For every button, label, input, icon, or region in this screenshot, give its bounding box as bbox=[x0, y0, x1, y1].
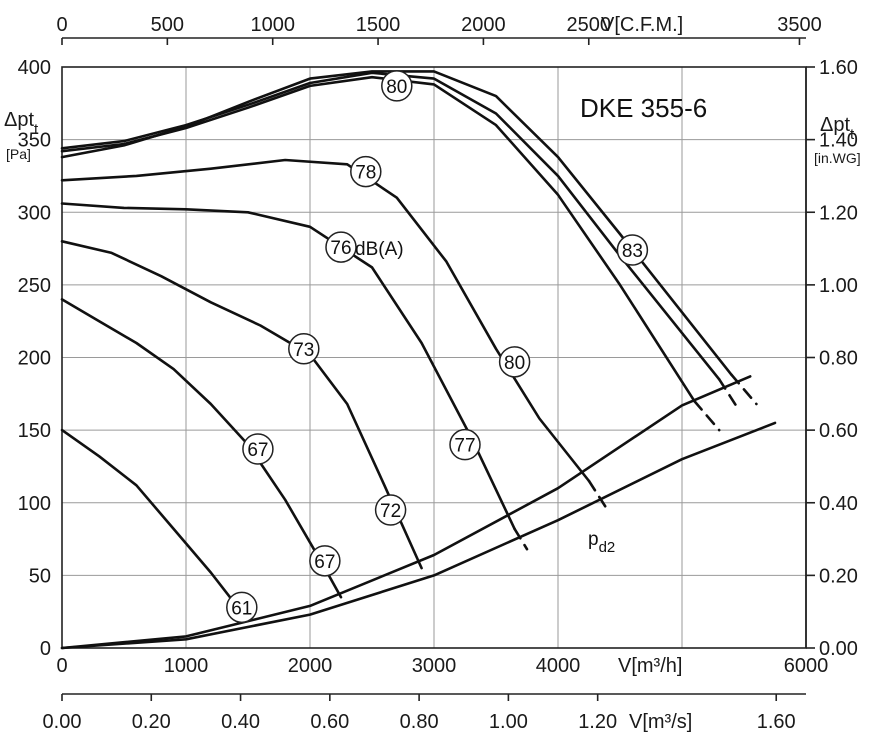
db-label-text: 78 bbox=[355, 163, 376, 184]
left-axis-ticks: 0 50 100 150 200 250 300 350 400 bbox=[18, 57, 51, 660]
x-tick-label: 1000 bbox=[164, 655, 209, 677]
x-tick-label: 3000 bbox=[412, 655, 457, 677]
curve-dashed-extension bbox=[717, 377, 740, 410]
db-label-text: 67 bbox=[247, 440, 268, 461]
y-tick-label: 100 bbox=[18, 493, 51, 515]
y2-tick-label: 0.60 bbox=[819, 420, 858, 442]
db-label-circle bbox=[498, 346, 531, 378]
curve-dashed-extension bbox=[513, 527, 529, 551]
x2-tick-label: 0.20 bbox=[132, 711, 171, 733]
right-axis-unit: [in.WG] bbox=[814, 150, 861, 166]
y-tick-label: 300 bbox=[18, 202, 51, 224]
db-label-circle bbox=[242, 433, 274, 465]
y2-tick-label: 0.40 bbox=[819, 493, 858, 515]
top-tick-label: 2000 bbox=[461, 14, 506, 36]
y2-tick-label: 1.20 bbox=[819, 202, 858, 224]
y-tick-label: 250 bbox=[18, 275, 51, 297]
curve-4 bbox=[60, 202, 516, 531]
db-label-circle bbox=[449, 428, 481, 461]
y2-tick-label: 0.20 bbox=[819, 565, 858, 587]
curve-labels: 61 67 67 73 72 76 77 78 80 80 83 bbox=[226, 70, 649, 624]
y-tick-label: 50 bbox=[29, 565, 51, 587]
top-axis-label: V[C.F.M.] bbox=[601, 14, 683, 36]
top-tick-label: 1000 bbox=[250, 14, 295, 36]
bottom2-axis-label: V[m³/s] bbox=[629, 711, 692, 733]
db-label-text: 72 bbox=[380, 501, 401, 522]
x2-tick-label: 1.20 bbox=[578, 711, 617, 733]
curve-10 bbox=[60, 421, 777, 650]
pd2-label: pd2 bbox=[588, 529, 615, 556]
db-label-circle bbox=[381, 70, 413, 102]
x2-tick-label: 0.60 bbox=[310, 711, 349, 733]
db-label-circle bbox=[325, 231, 357, 263]
chart-title: DKE 355-6 bbox=[580, 93, 707, 123]
right-axis-ticks: 0.00 0.20 0.40 0.60 0.80 1.00 1.20 1.40 1.60 bbox=[806, 57, 858, 660]
y-tick-label: 400 bbox=[18, 57, 51, 79]
db-label-text: 76 bbox=[330, 238, 351, 259]
db-label-text: 73 bbox=[293, 340, 314, 361]
top-tick-label: 1500 bbox=[356, 14, 401, 36]
y2-tick-label: 0.80 bbox=[819, 348, 858, 370]
db-label-text: 61 bbox=[231, 598, 252, 619]
x2-tick-label: 0.00 bbox=[43, 711, 82, 733]
curve-dashed-extension bbox=[587, 479, 609, 512]
db-label-circle bbox=[309, 545, 341, 577]
bottom-axis-ticks: 0 1000 2000 3000 4000 6000 bbox=[56, 655, 828, 677]
db-label-circle bbox=[226, 591, 258, 624]
top-tick-label: 3500 bbox=[777, 14, 822, 36]
y2-tick-label: 1.60 bbox=[819, 57, 858, 79]
x-tick-label: 0 bbox=[56, 655, 67, 677]
top-tick-label: 0 bbox=[56, 14, 67, 36]
db-label-circle bbox=[288, 333, 320, 365]
left-axis-label: Δptt bbox=[4, 109, 39, 138]
db-label-text: 83 bbox=[622, 241, 643, 262]
x2-tick-label: 1.60 bbox=[757, 711, 796, 733]
db-label-text: 67 bbox=[314, 552, 335, 573]
grid-lines bbox=[62, 67, 806, 648]
top-axis-ticks: 0 500 1000 1500 2000 2500 3500 bbox=[56, 14, 822, 45]
x-tick-label: 6000 bbox=[784, 655, 829, 677]
curve-8 bbox=[60, 70, 733, 377]
y2-tick-label: 1.00 bbox=[819, 275, 858, 297]
top-tick-label: 2500 bbox=[567, 14, 612, 36]
x2-tick-label: 1.00 bbox=[489, 711, 528, 733]
curve-1 bbox=[60, 428, 237, 606]
curves bbox=[60, 70, 777, 650]
db-label-circle bbox=[616, 234, 649, 266]
y2-tick-label: 0.00 bbox=[819, 638, 858, 660]
dba-unit-label: dB(A) bbox=[355, 239, 404, 260]
db-label-text: 77 bbox=[454, 436, 475, 457]
top-tick-label: 500 bbox=[151, 14, 184, 36]
x-tick-label: 4000 bbox=[536, 655, 581, 677]
db-label-circle bbox=[350, 155, 382, 188]
curve-2 bbox=[60, 298, 343, 599]
x2-tick-label: 0.80 bbox=[400, 711, 439, 733]
db-label-text: 80 bbox=[504, 353, 525, 374]
curve-7 bbox=[60, 71, 721, 381]
db-label-circle bbox=[374, 494, 407, 526]
y-tick-label: 200 bbox=[18, 348, 51, 370]
db-label-text: 80 bbox=[386, 77, 407, 98]
y2-tick-label: 1.40 bbox=[819, 130, 858, 152]
y-tick-label: 0 bbox=[40, 638, 51, 660]
x2-tick-label: 0.40 bbox=[221, 711, 260, 733]
curve-dashed-extension bbox=[730, 373, 758, 406]
curve-9 bbox=[60, 375, 752, 650]
curve-dashed-extension bbox=[693, 399, 721, 432]
y-tick-label: 150 bbox=[18, 420, 51, 442]
right-axis-label: Δptt bbox=[820, 114, 855, 143]
curve-3 bbox=[60, 240, 423, 570]
y-tick-label: 350 bbox=[18, 130, 51, 152]
bottom-axis-label: V[m³/h] bbox=[618, 655, 682, 677]
x-tick-label: 2000 bbox=[288, 655, 333, 677]
bottom2-axis-ticks: 0.00 0.20 0.40 0.60 0.80 1.00 1.20 1.60 bbox=[43, 694, 796, 733]
left-axis-unit: [Pa] bbox=[6, 146, 31, 162]
